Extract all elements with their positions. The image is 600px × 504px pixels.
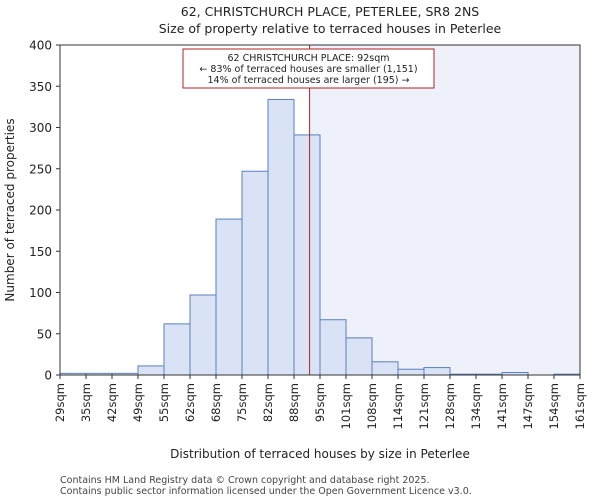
plot-background [309,45,580,375]
bar-114sqm [397,368,425,376]
x-tick-label-121sqm: 121sqm [417,383,431,429]
bar-75sqm [241,170,269,376]
y-tick-label-400: 400 [29,39,52,53]
x-tick-label-128sqm: 128sqm [443,383,457,429]
x-tick-label-101sqm: 101sqm [339,383,353,429]
bar-62sqm [189,294,217,376]
chart-title-line1: 62, CHRISTCHURCH PLACE, PETERLEE, SR8 2N… [181,4,480,19]
x-tick-label-88sqm: 88sqm [287,383,301,422]
x-tick-label-62sqm: 62sqm [183,383,197,422]
x-tick-label-42sqm: 42sqm [105,383,119,422]
x-tick-label-49sqm: 49sqm [131,383,145,422]
y-tick-label-350: 350 [29,80,52,94]
x-tick-label-75sqm: 75sqm [235,383,249,422]
bar-95sqm [319,319,347,376]
y-tick-label-200: 200 [29,204,52,218]
bar-108sqm [371,361,399,376]
bar-49sqm [137,365,165,376]
footer-line1: Contains HM Land Registry data © Crown c… [60,475,430,486]
x-tick-label-134sqm: 134sqm [469,383,483,429]
bar-82sqm [267,98,295,376]
x-tick-label-95sqm: 95sqm [313,383,327,422]
y-tick-label-50: 50 [37,327,52,341]
annotation-box: 62 CHRISTCHURCH PLACE: 92sqm ← 83% of te… [182,48,435,89]
bar-55sqm [163,323,191,376]
y-tick-label-0: 0 [44,369,52,383]
bar-88sqm [293,134,321,376]
x-tick-label-147sqm: 147sqm [521,383,535,429]
x-tick-label-35sqm: 35sqm [79,383,93,422]
larger-region-shade [309,45,580,375]
y-tick-label-100: 100 [29,286,52,300]
x-tick-label-108sqm: 108sqm [365,383,379,429]
x-tick-label-68sqm: 68sqm [209,383,223,422]
bar-101sqm [345,337,373,376]
annotation-line2: ← 83% of terraced houses are smaller (1,… [199,64,417,75]
x-tick-label-141sqm: 141sqm [495,383,509,429]
x-tick-label-154sqm: 154sqm [547,383,561,429]
y-axis-label: Number of terraced properties [3,118,17,301]
y-tick-label-300: 300 [29,121,52,135]
axes-group: 0 50 100 150 200 250 300 350 400 29sqm 35sqm 42sqm 4… [29,39,587,430]
annotation-box-frame [182,48,435,89]
bar-121sqm [423,367,451,376]
x-tick-label-161sqm: 161sqm [573,383,587,429]
x-tick-label-114sqm: 114sqm [391,383,405,429]
x-tick-label-55sqm: 55sqm [157,383,171,422]
bar-68sqm [215,218,243,376]
y-tick-label-150: 150 [29,245,52,259]
x-tick-label-82sqm: 82sqm [261,383,275,422]
chart-title-line2: Size of property relative to terraced ho… [159,21,502,36]
y-tick-label-250: 250 [29,162,52,176]
x-tick-label-29sqm: 29sqm [53,383,67,422]
x-axis-label: Distribution of terraced houses by size … [170,447,470,461]
bars-group [59,98,581,376]
annotation-line3: 14% of terraced houses are larger (195) … [208,75,410,86]
footer-line2: Contains public sector information licen… [60,486,472,497]
annotation-line1: 62 CHRISTCHURCH PLACE: 92sqm [228,53,390,64]
